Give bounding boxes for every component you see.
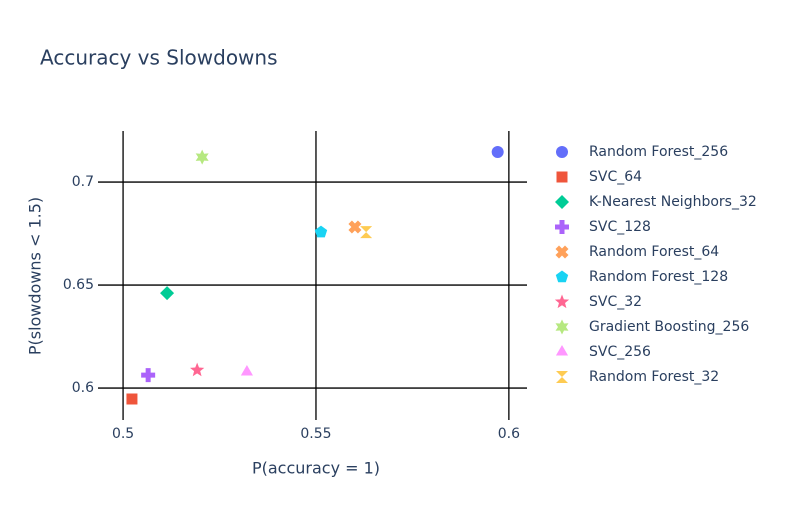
scatter-point [141,368,156,383]
legend-label[interactable]: Gradient Boosting_256 [589,319,749,335]
legend-label[interactable]: SVC_32 [589,294,642,310]
legend-marker[interactable] [556,371,568,383]
legend-label[interactable]: Random Forest_32 [589,369,719,385]
legend-label[interactable]: SVC_128 [589,219,651,235]
x-tick-label: 0.5 [112,426,134,442]
scatter-point [240,365,253,376]
x-axis-title: P(accuracy = 1) [252,459,380,478]
scatter-point [126,393,138,405]
legend-marker[interactable] [555,319,569,335]
y-tick-label: 0.7 [72,174,94,190]
legend-marker[interactable] [555,270,569,283]
legend-label[interactable]: Random Forest_64 [589,244,719,260]
legend-marker[interactable] [556,171,568,183]
scatter-point [195,149,209,165]
scatter-point [491,146,504,159]
y-axis-title: P(slowdowns < 1.5) [26,197,45,355]
scatter-point [348,220,362,234]
legend-label[interactable]: Random Forest_256 [589,144,728,160]
legend-marker[interactable] [555,195,569,209]
scatter-point [160,286,175,301]
x-tick-label: 0.6 [498,426,520,442]
legend-marker[interactable] [555,345,569,356]
scatter-point [314,225,328,238]
legend-marker[interactable] [555,245,569,259]
legend-label[interactable]: Random Forest_128 [589,269,728,285]
legend-marker[interactable] [556,146,568,158]
legend-label[interactable]: SVC_256 [589,344,651,360]
chart-title: Accuracy vs Slowdowns [40,46,278,70]
y-tick-label: 0.65 [63,277,94,293]
legend-marker[interactable] [555,220,569,234]
x-tick-label: 0.55 [300,426,331,442]
legend-label[interactable]: SVC_64 [589,169,642,185]
y-tick-label: 0.6 [72,380,94,396]
scatter-point [190,362,205,377]
legend-label[interactable]: K-Nearest Neighbors_32 [589,194,757,210]
scatter-point [360,226,373,239]
legend-marker[interactable] [554,294,570,309]
